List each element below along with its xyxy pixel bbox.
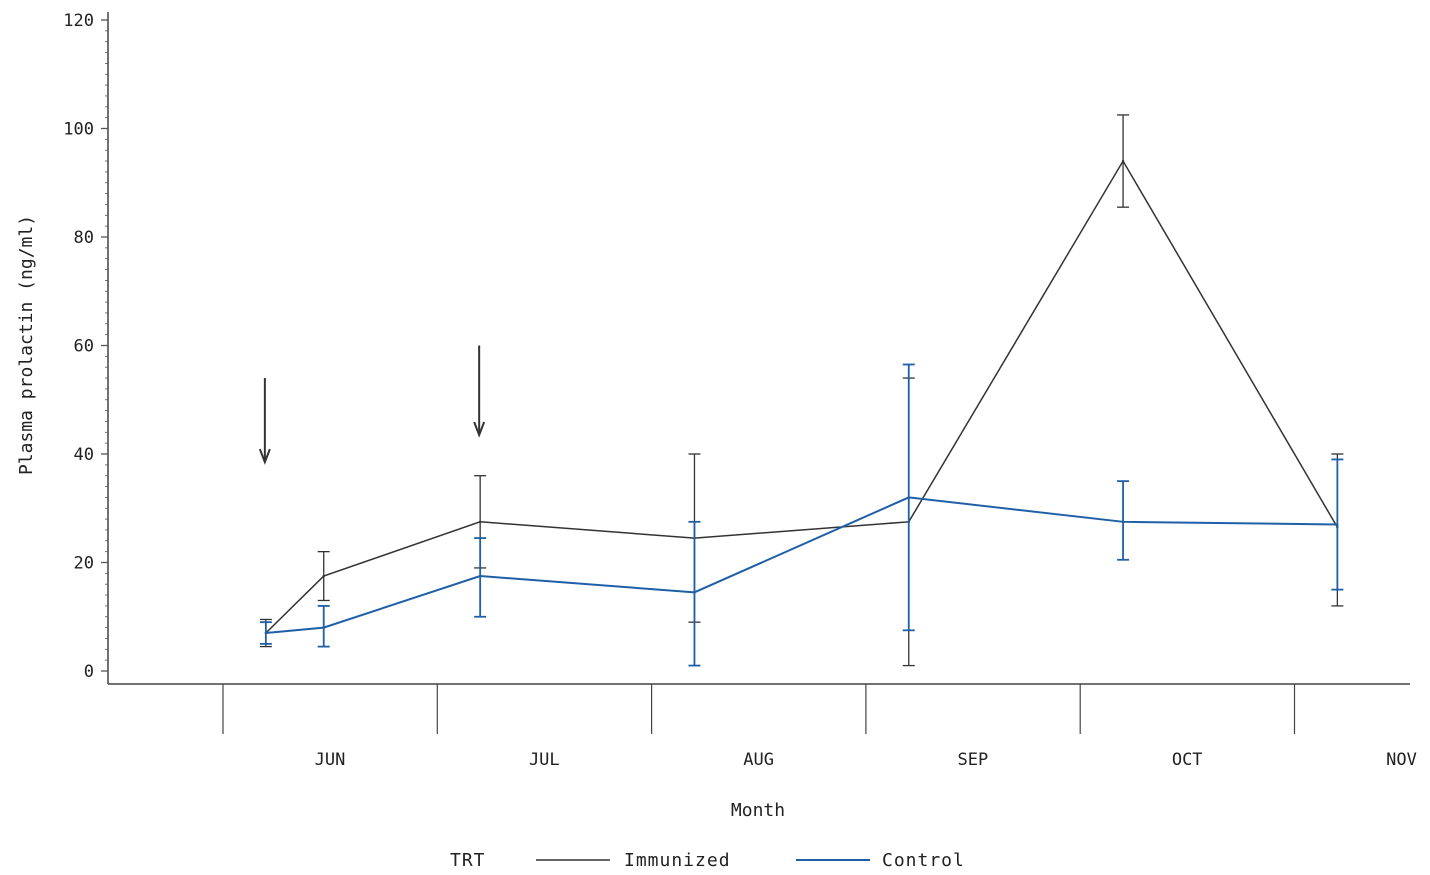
month-label: OCT [1172, 750, 1203, 770]
data-point [478, 520, 482, 524]
series-line [265, 159, 1339, 634]
y-tick-label: 120 [63, 11, 94, 31]
data-point [264, 631, 268, 635]
x-axis-title: Month [731, 800, 785, 821]
month-label: SEP [958, 750, 989, 770]
y-tick-label: 60 [74, 337, 94, 357]
series-control [259, 363, 1344, 667]
down-arrow [473, 345, 486, 438]
data-point [1121, 520, 1125, 524]
month-label: AUG [743, 750, 774, 770]
annotation-arrows [258, 345, 486, 465]
series-layer [259, 114, 1344, 667]
series-line [265, 496, 1338, 635]
legend: TRT Immunized Control [450, 850, 965, 871]
y-tick-label: 80 [74, 228, 94, 248]
data-point [322, 574, 325, 578]
y-tick-label: 0 [84, 662, 94, 682]
data-point [1336, 523, 1339, 526]
legend-title: TRT [450, 850, 486, 871]
series-immunized [259, 114, 1344, 667]
month-label: JUN [315, 750, 346, 770]
data-point [1121, 159, 1125, 163]
y-axis-title: Plasma prolactin (ng/ml) [16, 215, 37, 475]
axes [107, 12, 1410, 685]
legend-label-control: Control [882, 850, 965, 871]
data-point [478, 574, 482, 578]
y-tick-label: 40 [74, 445, 94, 465]
data-point [907, 496, 910, 499]
y-tick-label: 20 [74, 554, 94, 574]
data-point [322, 626, 325, 629]
legend-label-immunized: Immunized [624, 850, 731, 871]
data-point [693, 591, 696, 594]
y-axis-ticks: 0 20 40 60 80 100 120 [63, 11, 108, 682]
month-label: JUL [529, 750, 560, 770]
month-label: NOV [1386, 750, 1417, 770]
y-tick-label: 100 [63, 120, 94, 140]
down-arrow [258, 378, 271, 465]
month-separators: JUN JUL AUG SEP OCT NOV [222, 684, 1417, 770]
